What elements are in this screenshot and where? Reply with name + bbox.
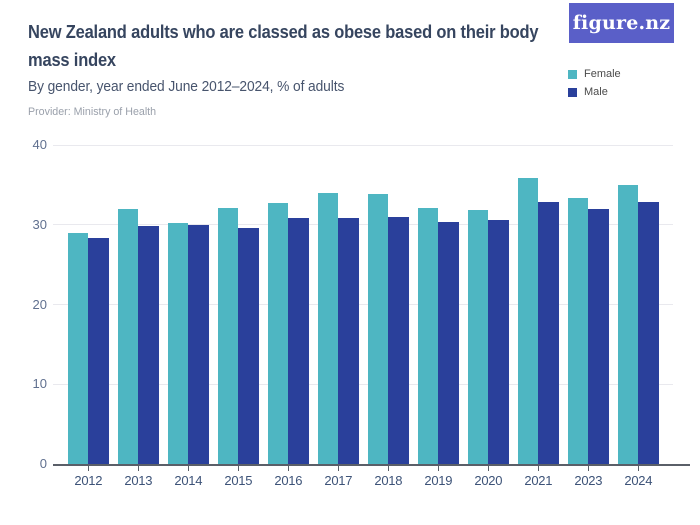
bar-male-2024 [638, 202, 659, 464]
x-axis-tick [638, 466, 640, 471]
bar-group-2014 [167, 145, 209, 464]
bar-group-2021 [517, 145, 559, 464]
x-axis-label-2019: 2019 [424, 473, 453, 488]
figure-nz-logo[interactable]: figure.nz [569, 3, 674, 43]
x-axis-tick [488, 466, 490, 471]
x-axis-label-2020: 2020 [474, 473, 503, 488]
bar-female-2021 [517, 177, 539, 464]
figure-nz-logo-text: figure.nz [572, 12, 671, 34]
bar-male-2015 [238, 227, 259, 464]
gridline-y-20 [53, 304, 673, 305]
y-axis-tick-label: 20 [32, 296, 47, 312]
bar-male-2012 [88, 237, 109, 464]
x-axis-label-2021: 2021 [524, 473, 553, 488]
x-axis-label-2023: 2023 [574, 473, 603, 488]
bar-female-2018 [367, 193, 389, 464]
bar-group-2012 [67, 145, 109, 464]
bar-female-2013 [117, 208, 139, 464]
x-axis-label-2018: 2018 [374, 473, 403, 488]
bar-female-2023 [567, 197, 589, 464]
x-axis-tick [388, 466, 390, 471]
x-axis-label-2015: 2015 [224, 473, 253, 488]
x-axis-label-2016: 2016 [274, 473, 303, 488]
page-title: New Zealand adults who are classed as ob… [28, 21, 539, 70]
bar-group-2020 [467, 145, 509, 464]
y-axis-tick-label: 10 [32, 376, 47, 392]
chart-subtitle: By gender, year ended June 2012–2024, % … [28, 79, 345, 95]
bar-female-2024 [617, 184, 639, 464]
legend-label-male: Male [584, 86, 608, 98]
x-axis-label-2013: 2013 [124, 473, 153, 488]
bar-female-2019 [417, 208, 439, 464]
bar-male-2017 [338, 218, 359, 464]
bar-male-2018 [388, 216, 409, 464]
bar-male-2013 [138, 225, 159, 464]
x-axis-tick [538, 466, 540, 471]
x-axis-tick [288, 466, 290, 471]
x-axis-tick [238, 466, 240, 471]
x-axis-label-2014: 2014 [174, 473, 203, 488]
bar-female-2016 [267, 203, 289, 464]
y-axis-tick-label: 0 [39, 456, 47, 471]
chart-legend: Female Male [568, 65, 621, 101]
bar-group-2024 [617, 145, 659, 464]
bar-group-2017 [317, 145, 359, 464]
x-axis-label-2024: 2024 [624, 473, 653, 488]
gridline-y-30 [53, 224, 673, 226]
x-axis-tick [338, 466, 340, 471]
female-swatch-icon [568, 69, 577, 79]
bar-female-2012 [67, 232, 89, 464]
y-axis-tick-label: 40 [32, 137, 47, 152]
bar-male-2021 [538, 201, 559, 464]
x-axis-tick [438, 466, 440, 471]
bar-male-2014 [188, 224, 209, 464]
provider-note: Provider: Ministry of Health [28, 106, 157, 118]
y-axis-tick-label: 30 [32, 216, 47, 232]
male-swatch-icon [568, 87, 577, 97]
bar-male-2019 [438, 221, 459, 464]
x-axis-line [53, 464, 690, 466]
x-axis-tick [188, 466, 190, 471]
bar-group-2019 [417, 145, 459, 464]
bar-male-2016 [288, 218, 309, 464]
bar-group-2015 [217, 145, 259, 464]
legend-item-male: Male [568, 83, 621, 101]
legend-item-female: Female [568, 65, 621, 83]
bar-group-2013 [117, 145, 159, 464]
x-axis-tick [88, 466, 90, 471]
bar-male-2020 [488, 219, 509, 464]
bar-female-2017 [317, 192, 339, 464]
x-axis-label-2012: 2012 [74, 473, 103, 488]
x-axis-tick [588, 466, 590, 471]
bar-female-2015 [217, 208, 239, 464]
x-axis-tick [138, 466, 140, 471]
bar-group-2023 [567, 145, 609, 464]
bar-female-2014 [167, 223, 189, 464]
bar-group-2018 [367, 145, 409, 464]
bar-male-2023 [588, 208, 609, 464]
x-axis-label-2017: 2017 [324, 473, 353, 488]
gridline-y-10 [53, 383, 673, 385]
bar-female-2020 [467, 209, 489, 464]
gridline-y-40 [53, 144, 673, 146]
legend-label-female: Female [584, 68, 621, 80]
bar-group-2016 [267, 145, 309, 464]
